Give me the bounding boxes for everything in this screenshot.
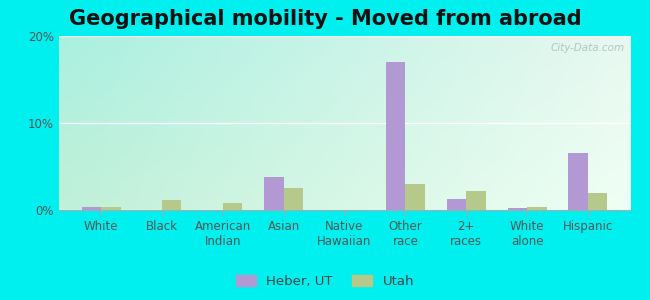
Bar	[283, 188, 303, 210]
Bar	[447, 199, 466, 210]
Text: City-Data.com: City-Data.com	[551, 43, 625, 53]
Bar	[82, 207, 101, 210]
Bar	[283, 188, 303, 210]
Bar	[264, 177, 283, 210]
Legend: Heber, UT, Utah: Heber, UT, Utah	[231, 270, 419, 293]
Bar	[569, 154, 588, 210]
Bar	[508, 208, 527, 210]
Bar	[386, 62, 406, 210]
Bar	[466, 191, 486, 210]
Bar	[508, 208, 527, 210]
Bar	[223, 203, 242, 210]
Bar	[447, 199, 466, 210]
Bar	[527, 207, 547, 210]
Bar	[264, 177, 283, 210]
Text: Geographical mobility - Moved from abroad: Geographical mobility - Moved from abroa…	[69, 9, 581, 29]
Bar	[406, 184, 425, 210]
Bar	[386, 62, 406, 210]
Bar	[406, 184, 425, 210]
Bar	[223, 203, 242, 210]
Bar	[101, 207, 120, 210]
Bar	[162, 200, 181, 210]
Bar	[162, 200, 181, 210]
Bar	[588, 193, 607, 210]
Bar	[527, 207, 547, 210]
Bar	[82, 207, 101, 210]
Bar	[101, 207, 120, 210]
Bar	[588, 193, 607, 210]
Bar	[466, 191, 486, 210]
Bar	[569, 154, 588, 210]
